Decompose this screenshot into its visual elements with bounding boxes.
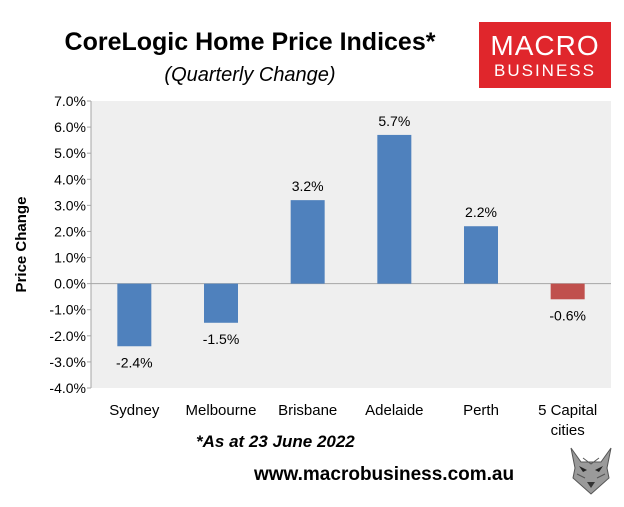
x-tick-label: Sydney	[109, 402, 160, 419]
x-tick-label: cities	[551, 422, 585, 439]
data-label: 5.7%	[378, 113, 410, 129]
plot-area	[91, 101, 611, 388]
chart-title: CoreLogic Home Price Indices*	[64, 28, 436, 56]
wolf-icon	[565, 444, 617, 496]
data-label: -1.5%	[203, 331, 240, 347]
bar-melbourne	[204, 283, 238, 323]
x-tick-label: Perth	[463, 402, 499, 419]
y-tick-label: 0.0%	[54, 276, 86, 292]
data-label: 3.2%	[292, 178, 324, 194]
bar-sydney	[117, 283, 152, 347]
chart-subtitle: (Quarterly Change)	[164, 64, 336, 86]
y-tick-label: -4.0%	[49, 380, 86, 396]
x-tick-label: Adelaide	[365, 402, 423, 419]
y-tick-label: 7.0%	[54, 93, 86, 109]
x-tick-label: 5 Capital	[538, 402, 597, 419]
x-tick-label: Brisbane	[278, 402, 337, 419]
logo-line-2: BUSINESS	[494, 61, 596, 80]
y-tick-label: 4.0%	[54, 171, 86, 187]
bar-5-capital-cities	[550, 283, 585, 300]
y-tick-label: -2.0%	[49, 328, 86, 344]
website-url: www.macrobusiness.com.au	[254, 464, 515, 485]
data-label: 2.2%	[465, 204, 497, 220]
bar-brisbane	[290, 200, 325, 284]
y-tick-label: -3.0%	[49, 354, 86, 370]
y-tick-label: 5.0%	[54, 145, 86, 161]
data-label: -2.4%	[116, 354, 153, 370]
logo-line-1: MACRO	[490, 30, 600, 61]
data-label: -0.6%	[549, 307, 586, 323]
y-tick-label: 6.0%	[54, 119, 86, 135]
y-tick-label: 2.0%	[54, 223, 86, 239]
macrobusiness-logo: MACRO BUSINESS	[479, 22, 611, 88]
y-tick-label: 1.0%	[54, 250, 86, 266]
y-tick-label: 3.0%	[54, 197, 86, 213]
footnote: *As at 23 June 2022	[196, 432, 355, 451]
bar-adelaide	[377, 134, 412, 284]
bar-perth	[464, 226, 498, 284]
x-tick-label: Melbourne	[186, 402, 257, 419]
y-tick-label: -1.0%	[49, 302, 86, 318]
y-axis-label: Price Change	[13, 197, 30, 293]
